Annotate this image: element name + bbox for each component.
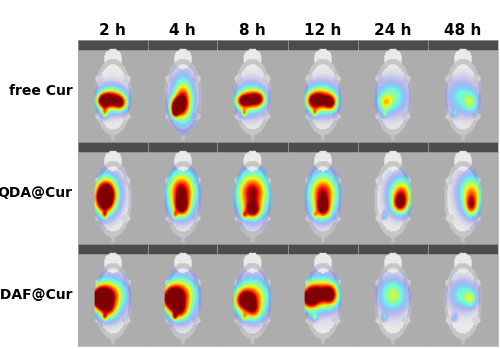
Text: 48 h: 48 h	[444, 23, 481, 38]
Text: 4 h: 4 h	[169, 23, 196, 38]
Text: 8 h: 8 h	[239, 23, 266, 38]
Text: 2 h: 2 h	[99, 23, 126, 38]
Text: free Cur: free Cur	[9, 84, 72, 98]
Text: QDA@Cur: QDA@Cur	[0, 186, 72, 200]
Text: 24 h: 24 h	[374, 23, 411, 38]
Text: 12 h: 12 h	[304, 23, 341, 38]
Text: QDAF@Cur: QDAF@Cur	[0, 288, 72, 302]
